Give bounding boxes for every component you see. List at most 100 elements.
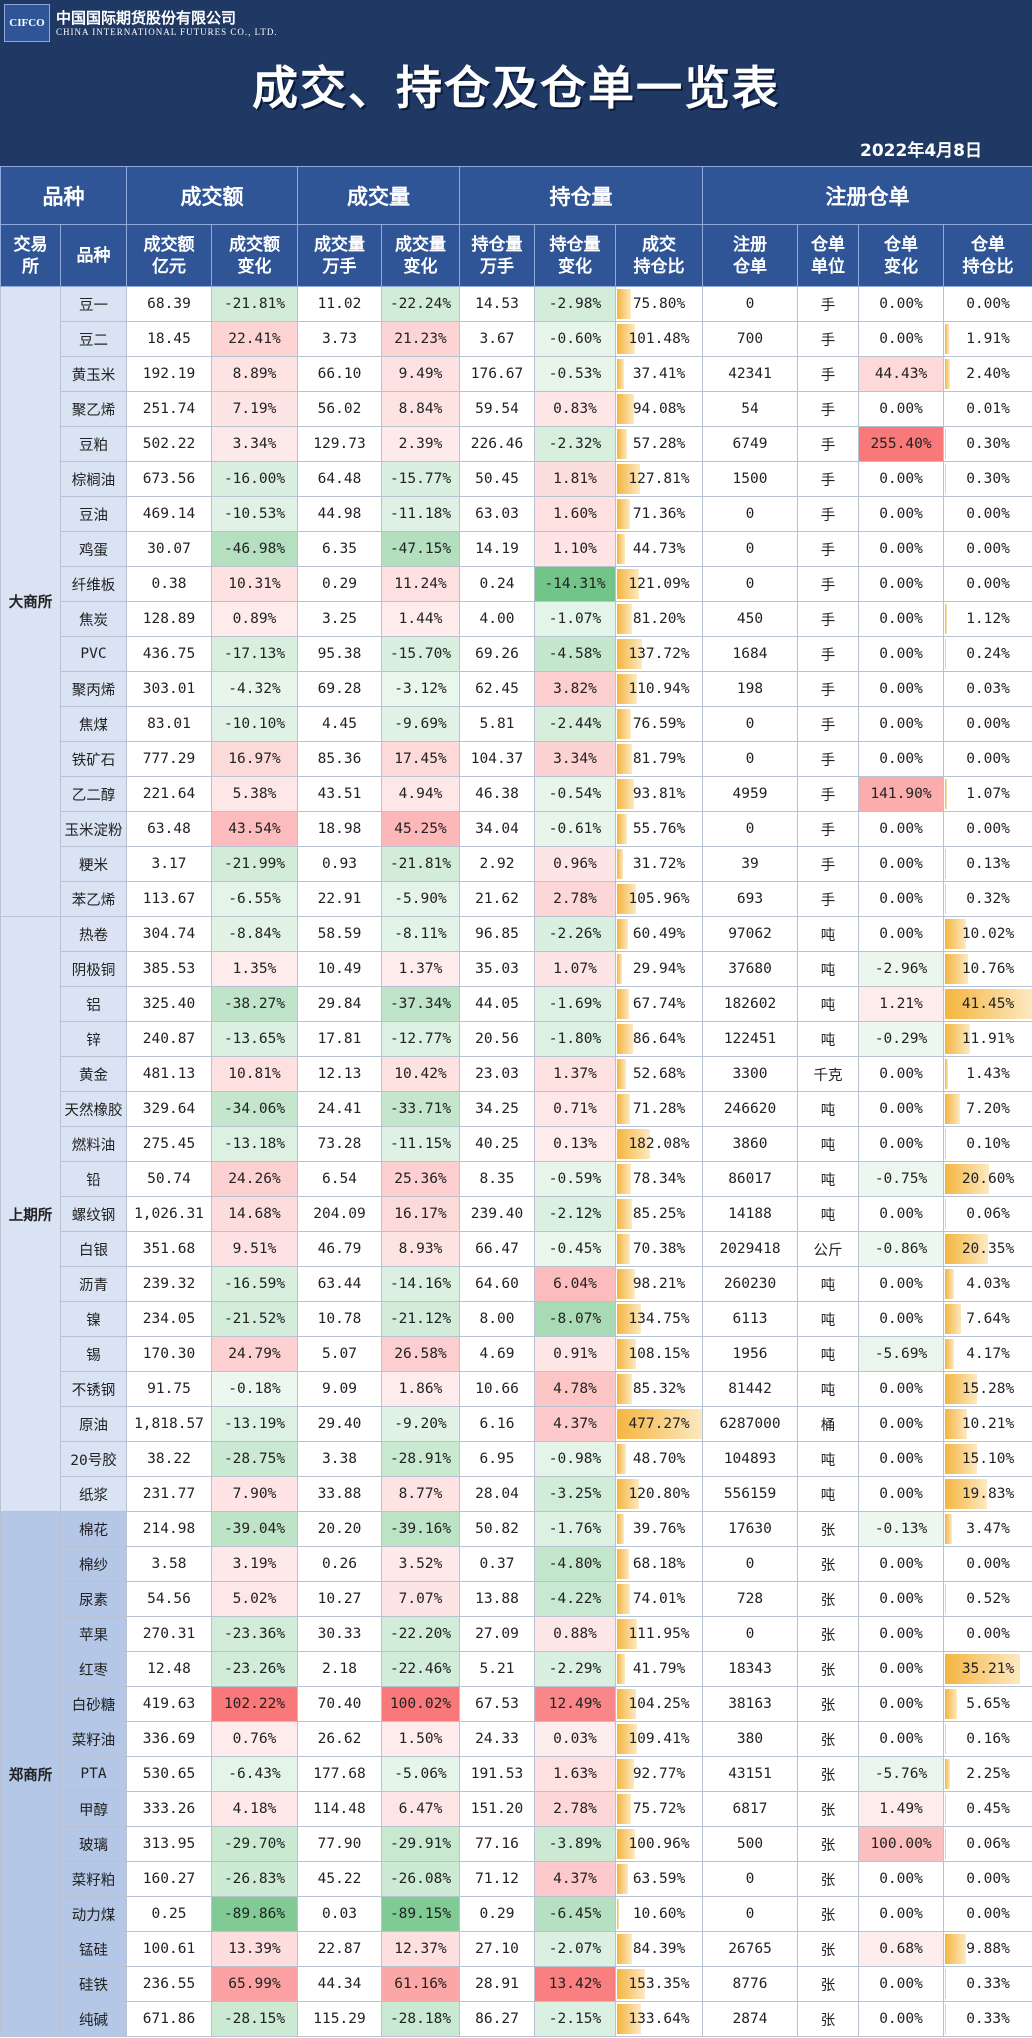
ratio-cell: 0.32%	[943, 881, 1032, 917]
value-cell: 128.89	[126, 601, 212, 637]
value-cell: 张	[797, 1651, 860, 1687]
cell-text: 41.79%	[632, 1661, 686, 1677]
value-cell: 59.54	[459, 391, 535, 427]
value-cell: 3.67	[459, 321, 535, 357]
value-cell: -6.45%	[534, 1896, 616, 1932]
value-cell: 18.98	[297, 811, 382, 847]
value-cell: -8.07%	[534, 1301, 616, 1337]
value-cell: 6113	[702, 1301, 799, 1337]
value-cell: 10.42%	[381, 1056, 460, 1092]
value-cell: 14.19	[459, 531, 535, 567]
product-cell: 铝	[60, 986, 127, 1022]
company-name-en: CHINA INTERNATIONAL FUTURES CO., LTD.	[56, 27, 278, 37]
data-bar	[617, 394, 634, 424]
value-cell: -2.44%	[534, 706, 616, 742]
ratio-cell: 74.01%	[614, 1581, 704, 1617]
data-row: 不锈钢 91.75 -0.18% 9.09 1.86% 10.66 4.78% 85.32% 8…	[1, 1371, 1032, 1407]
cell-text: 93.81%	[632, 786, 686, 802]
product-cell: 苹果	[60, 1616, 127, 1652]
product-cell: 粳米	[60, 846, 127, 882]
value-cell: 54.56	[126, 1581, 212, 1617]
ratio-cell: 110.94%	[614, 671, 704, 707]
value-cell: 张	[797, 1826, 860, 1862]
cell-text: 0.30%	[966, 436, 1010, 452]
value-cell: -11.15%	[381, 1126, 460, 1162]
value-cell: -6.55%	[211, 881, 298, 917]
product-cell: 菜籽粕	[60, 1861, 127, 1897]
value-cell: -5.76%	[858, 1756, 945, 1792]
product-cell: 铅	[60, 1161, 127, 1197]
ratio-cell: 7.20%	[943, 1091, 1032, 1127]
data-bar	[617, 1164, 632, 1194]
cell-text: 86.64%	[632, 1031, 686, 1047]
value-cell: 77.16	[459, 1826, 535, 1862]
product-cell: 甲醇	[60, 1791, 127, 1827]
value-cell: 13.39%	[211, 1931, 298, 1967]
value-cell: 吨	[797, 951, 860, 987]
data-bar	[617, 1969, 645, 1999]
value-cell: 0	[702, 741, 799, 777]
value-cell: 3.25	[297, 601, 382, 637]
value-cell: 3.17	[126, 846, 212, 882]
group-header: 持仓量	[458, 166, 704, 225]
cell-text: 120.80%	[628, 1486, 690, 1502]
ratio-cell: 20.60%	[943, 1161, 1032, 1197]
product-cell: 聚丙烯	[60, 671, 127, 707]
value-cell: 26.62	[297, 1721, 382, 1757]
value-cell: 66.10	[297, 356, 382, 392]
cell-text: 10.21%	[961, 1416, 1015, 1432]
data-bar	[945, 1479, 988, 1509]
data-row: 沥青 239.32 -16.59% 63.44 -14.16% 64.60 6.04% 98.…	[1, 1266, 1032, 1302]
value-cell: -3.25%	[534, 1476, 616, 1512]
value-cell: 39	[702, 846, 799, 882]
cell-text: 7.64%	[966, 1311, 1010, 1327]
data-bar	[617, 1234, 630, 1264]
value-cell: 231.77	[126, 1476, 212, 1512]
value-cell: 329.64	[126, 1091, 212, 1127]
data-bar	[617, 1094, 630, 1124]
value-cell: 54	[702, 391, 799, 427]
value-cell: 700	[702, 321, 799, 357]
cell-text: 137.72%	[628, 646, 690, 662]
ratio-cell: 86.64%	[614, 1021, 704, 1057]
ratio-cell: 71.28%	[614, 1091, 704, 1127]
value-cell: 30.07	[126, 531, 212, 567]
value-cell: -0.45%	[534, 1231, 616, 1267]
data-row: 白砂糖 419.63 102.22% 70.40 100.02% 67.53 12.49% 1…	[1, 1686, 1032, 1722]
value-cell: 91.75	[126, 1371, 212, 1407]
value-cell: -8.11%	[381, 916, 460, 952]
value-cell: 68.39	[126, 286, 212, 322]
value-cell: 0.00%	[858, 1406, 945, 1442]
ratio-cell: 127.81%	[614, 461, 704, 497]
value-cell: 0	[702, 706, 799, 742]
value-cell: 0.00%	[858, 1266, 945, 1302]
cell-text: 7.20%	[966, 1101, 1010, 1117]
cell-text: 1.91%	[966, 331, 1010, 347]
ratio-cell: 15.10%	[943, 1441, 1032, 1477]
ratio-cell: 0.00%	[943, 566, 1032, 602]
data-bar	[617, 779, 634, 809]
value-cell: 56.02	[297, 391, 382, 427]
value-cell: -29.91%	[381, 1826, 460, 1862]
data-bar	[617, 814, 628, 844]
value-cell: 0.00%	[858, 1441, 945, 1477]
value-cell: 304.74	[126, 916, 212, 952]
data-row: 纸浆 231.77 7.90% 33.88 8.77% 28.04 -3.25% 120.80…	[1, 1476, 1032, 1512]
cell-text: 0.32%	[966, 891, 1010, 907]
cell-text: 104.25%	[628, 1696, 690, 1712]
value-cell: 58.59	[297, 916, 382, 952]
value-cell: 226.46	[459, 426, 535, 462]
value-cell: 4.45	[297, 706, 382, 742]
cell-text: 0.00%	[966, 576, 1010, 592]
data-bar	[617, 674, 637, 704]
product-cell: PVC	[60, 636, 127, 672]
value-cell: 728	[702, 1581, 799, 1617]
sub-header-row: 交易 所品种 成交额 亿元 成交额 变化 成交量 万手 成交量 变化 持仓量 万手 持仓量 …	[0, 224, 1032, 287]
sub-header: 持仓量 变化	[534, 224, 616, 287]
value-cell: 192.19	[126, 356, 212, 392]
value-cell: -0.18%	[211, 1371, 298, 1407]
value-cell: 0.00%	[858, 1966, 945, 2002]
ratio-cell: 477.27%	[614, 1406, 704, 1442]
data-bar	[945, 989, 1032, 1019]
cell-text: 31.72%	[632, 856, 686, 872]
